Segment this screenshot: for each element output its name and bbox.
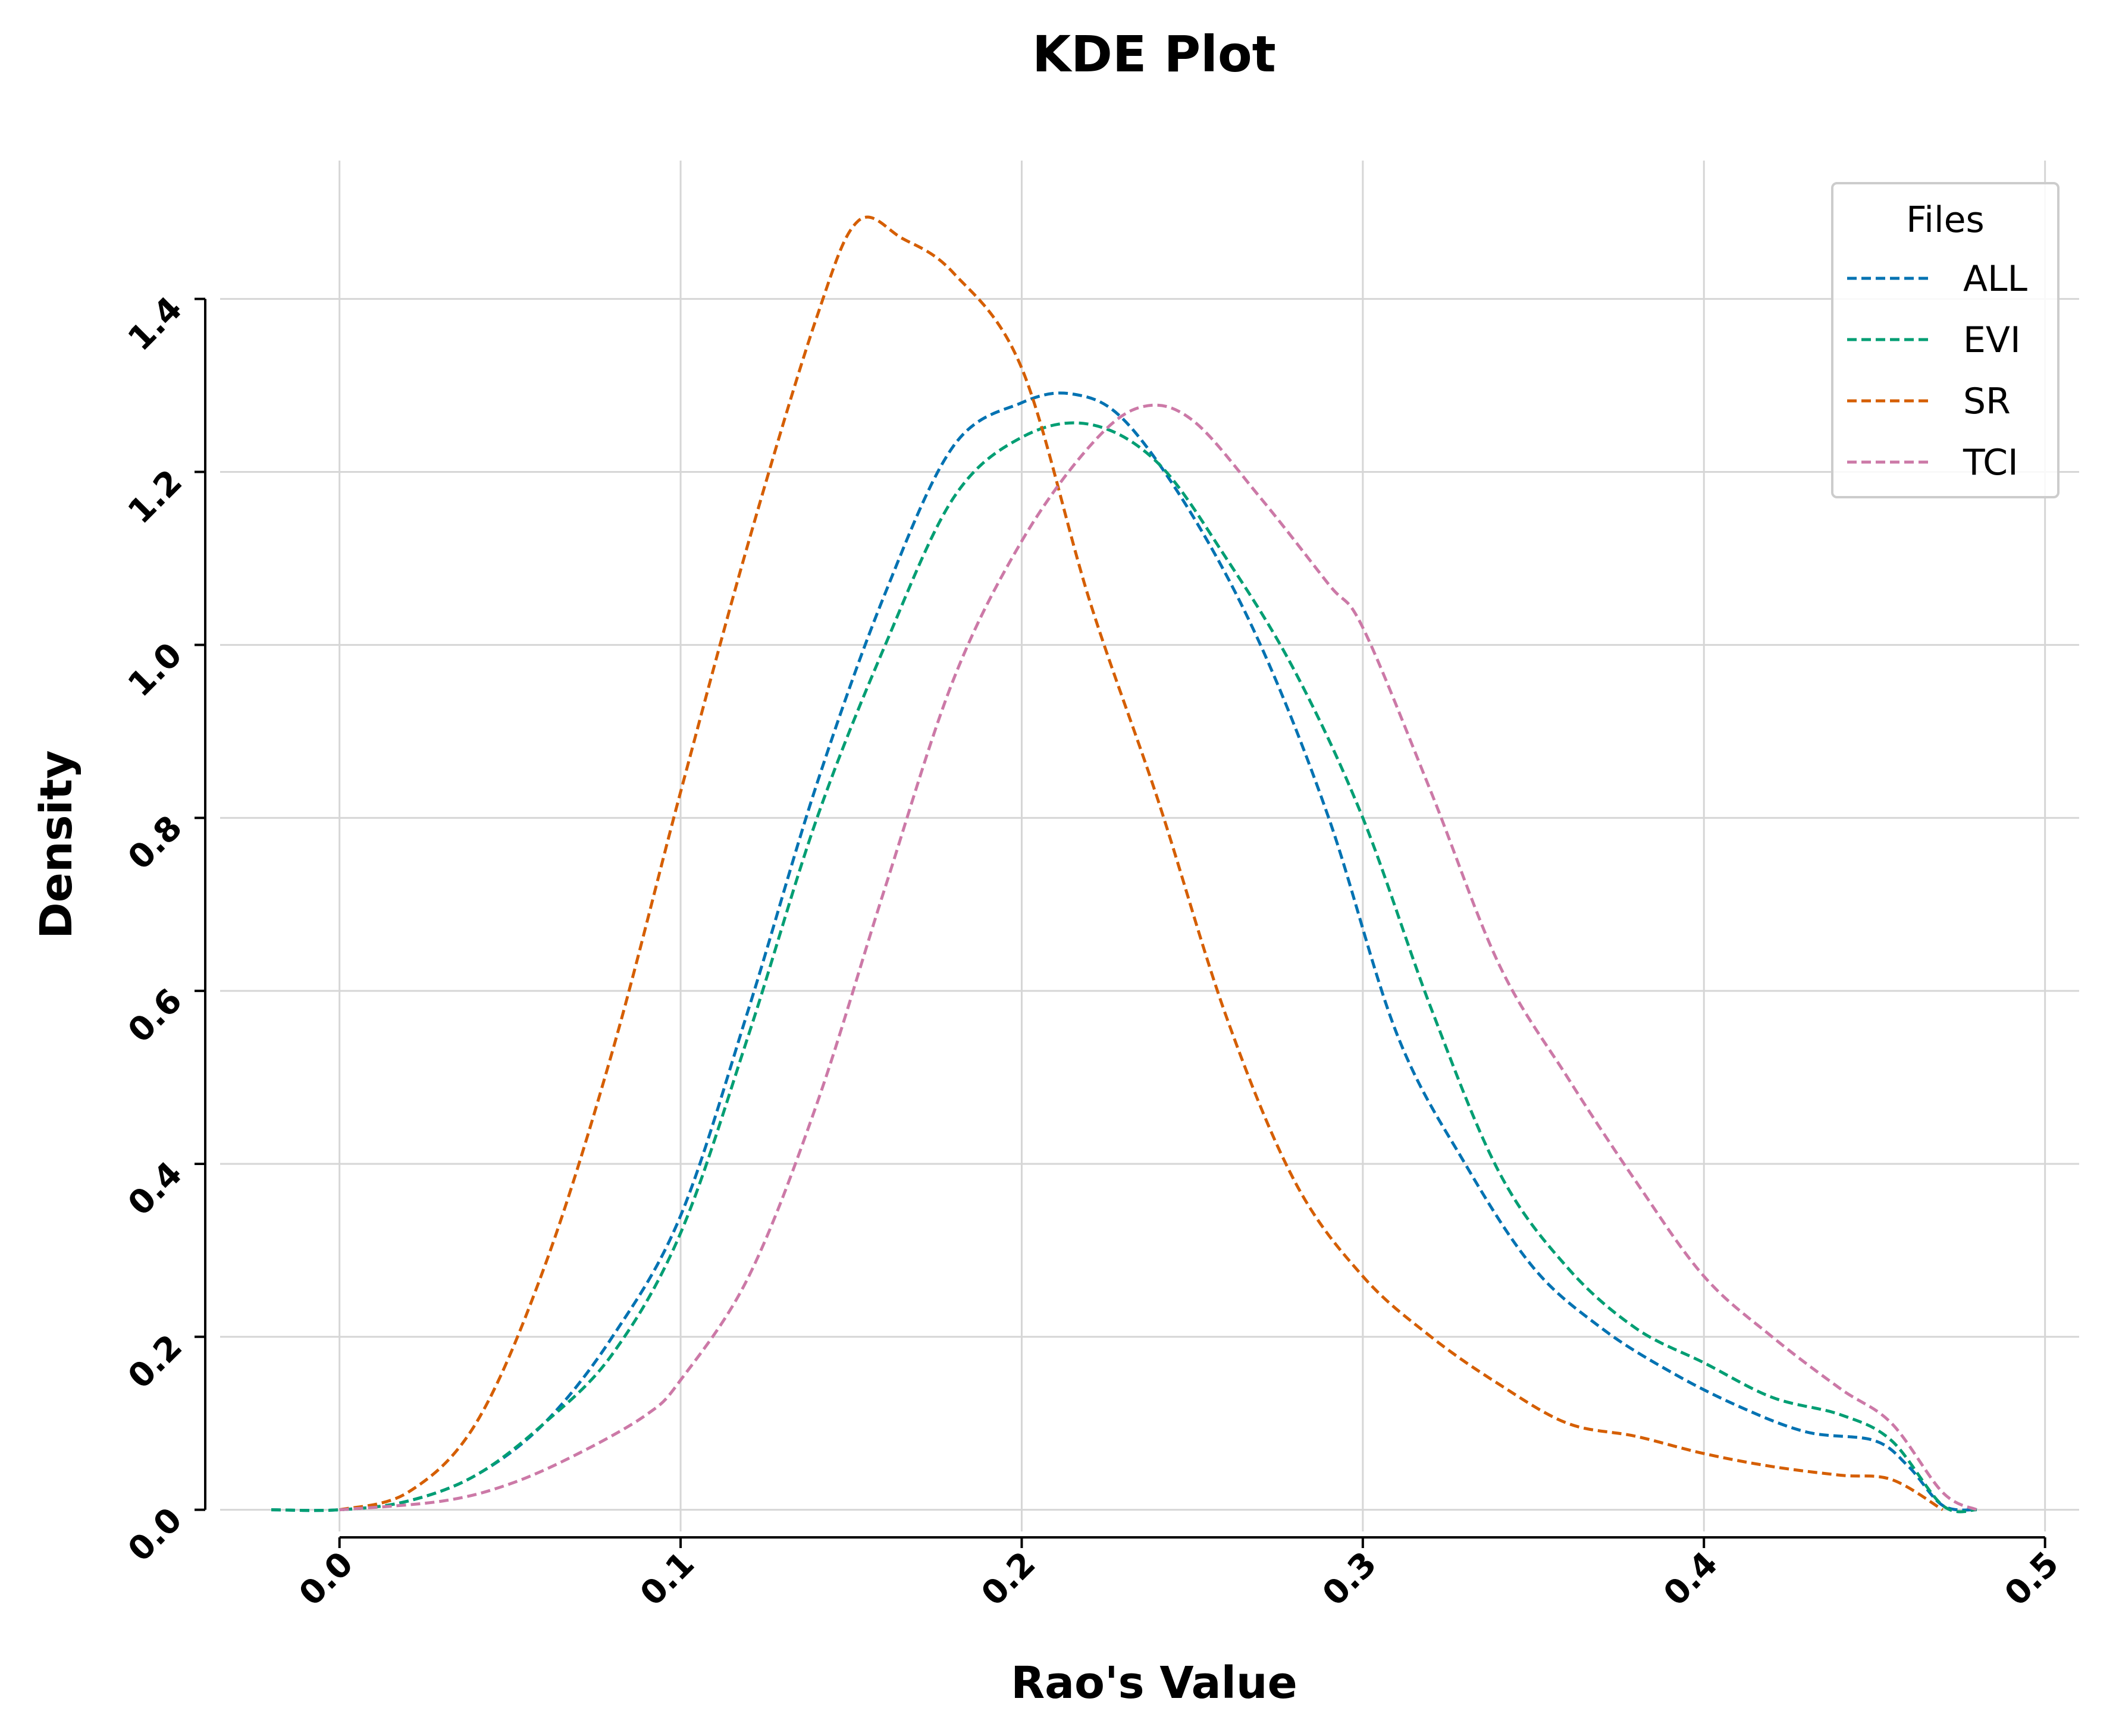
legend-label-evi: EVI: [1963, 319, 2021, 361]
x-axis-label: Rao's Value: [1011, 1657, 1297, 1709]
series-line-sr: [339, 215, 1944, 1512]
series-layer: [271, 215, 1978, 1514]
series-line-all: [271, 391, 1977, 1512]
y-axis-label: Density: [31, 750, 82, 938]
series-line-tci: [339, 403, 1978, 1512]
series-line-evi: [271, 421, 1977, 1514]
legend-label-all: ALL: [1963, 258, 2027, 300]
legend-label-tci: TCI: [1963, 442, 2018, 484]
legend-label-sr: SR: [1963, 381, 2011, 422]
legend-box: [1831, 182, 2060, 498]
legend: Files ALL EVI SR TCI: [1831, 182, 2060, 498]
chart-title: KDE Plot: [1032, 25, 1276, 83]
legend-title: Files: [1906, 199, 1985, 241]
